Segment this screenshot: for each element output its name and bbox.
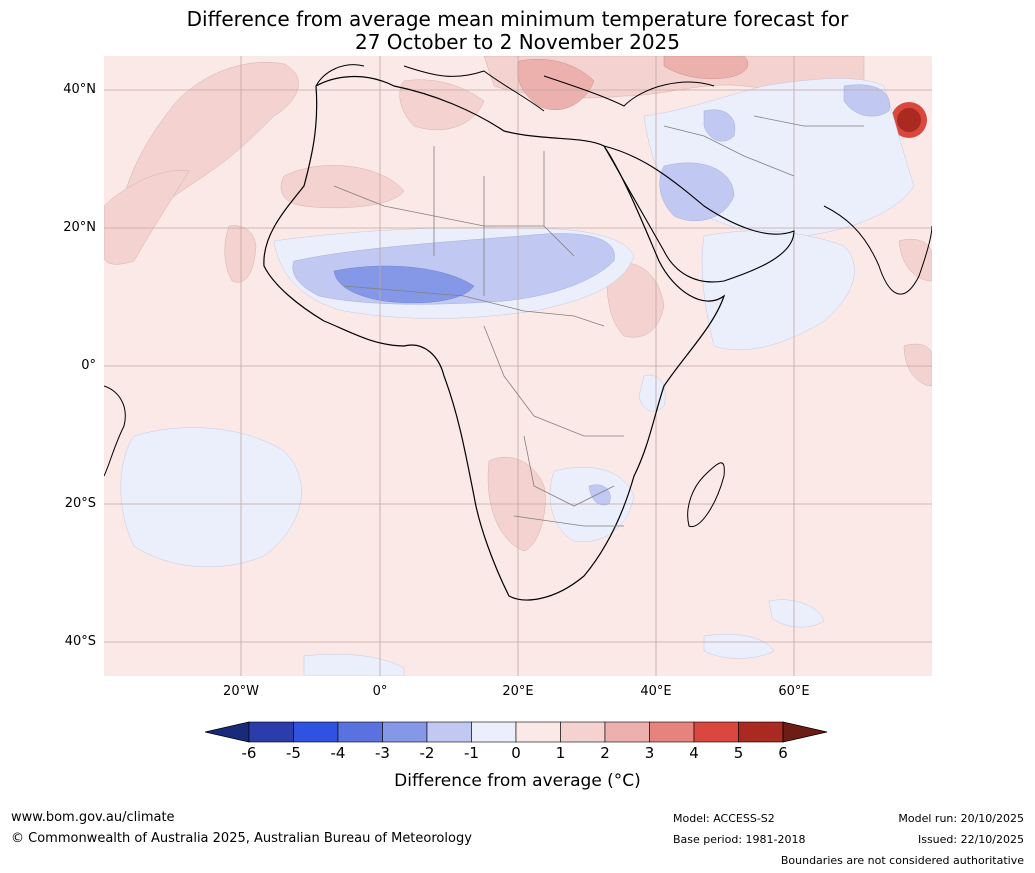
footer-model-run: Model run: 20/10/2025 (898, 812, 1024, 825)
colorbar-cell (649, 721, 695, 743)
cool-region-southern-ocean-east (703, 633, 775, 659)
title-line-2: 27 October to 2 November 2025 (354, 30, 681, 54)
colorbar-cell (337, 721, 383, 743)
lat-label-40s: 40°S (64, 634, 96, 649)
forecast-map (103, 55, 933, 677)
colorbar-tick-label: -5 (286, 744, 301, 762)
lon-label-60e: 60°E (778, 684, 810, 699)
border-middle-east (663, 115, 864, 177)
footer-issued: Issued: 22/10/2025 (917, 833, 1024, 846)
lat-label-0: 0° (81, 358, 96, 373)
south-america-coastline (103, 385, 126, 477)
lon-label-20e: 20°E (502, 684, 534, 699)
lon-label-40e: 40°E (640, 684, 672, 699)
colorbar-tick-label: -3 (375, 744, 390, 762)
colorbar-tick-label: 1 (555, 744, 566, 762)
africa-coastline (263, 76, 726, 601)
colorbar-tick-label: -4 (330, 744, 346, 762)
lat-label-20s: 20°S (64, 496, 96, 511)
border-sahel (343, 285, 605, 327)
colorbar-cell (471, 721, 517, 743)
warm-region-black-sea (663, 55, 749, 79)
colorbar-tick-label: -2 (419, 744, 435, 762)
india-coastline (823, 205, 933, 295)
colorbar-tick-label: -6 (241, 744, 257, 762)
colorbar-cell (426, 721, 472, 743)
colorbar-cell (560, 721, 606, 743)
colorbar-cell (515, 721, 561, 743)
footer-copyright: © Commonwealth of Australia 2025, Austra… (11, 831, 472, 846)
cool-region-saudi-arabia (659, 162, 735, 222)
graticule (104, 56, 932, 676)
footer-disclaimer: Boundaries are not considered authoritat… (780, 854, 1024, 867)
colorbar-arrow-low (205, 721, 250, 743)
colorbar-cell (248, 721, 294, 743)
cool-region-iraq (703, 109, 736, 142)
colorbar-title: Difference from average (°C) (394, 771, 641, 791)
cool-region-kerguelen (768, 599, 825, 628)
cool-region-south-atlantic (120, 427, 302, 568)
warm-region-west-atlantic (103, 170, 190, 265)
lon-label-20w: 20°W (223, 684, 259, 699)
border-central-africa (483, 325, 624, 437)
lat-label-20n: 20°N (63, 220, 96, 235)
warm-region-sahara (280, 165, 405, 209)
colorbar-cell (382, 721, 428, 743)
colorbar-tick-label: 5 (733, 744, 744, 762)
colorbar (205, 721, 828, 743)
hotspot-inner (897, 108, 921, 132)
country-borders (333, 115, 864, 527)
madagascar-coastline (687, 462, 725, 528)
footer-website[interactable]: www.bom.gov.au/climate (11, 810, 175, 825)
colorbar-tick-label: -1 (464, 744, 479, 762)
colorbar-cell (738, 721, 784, 743)
colorbar-cell (604, 721, 650, 743)
colorbar-tick-label: 3 (644, 744, 655, 762)
lat-label-40n: 40°N (63, 82, 96, 97)
colorbar-tick-label: 0 (511, 744, 521, 762)
colorbar-tick-label: 2 (600, 744, 610, 762)
warm-region-cape-verde (224, 225, 257, 283)
colorbar-arrow-high (782, 721, 828, 743)
europe-coastline (315, 64, 715, 112)
cool-region-afghanistan (843, 84, 890, 117)
footer-model: Model: ACCESS-S2 (673, 812, 775, 825)
map-svg (103, 55, 933, 677)
footer-base-period: Base period: 1981-2018 (673, 833, 806, 846)
map-title: Difference from average mean minimum tem… (0, 8, 1035, 54)
colorbar-cells (205, 721, 828, 743)
warm-anomaly-strong (517, 55, 749, 110)
cool-region-arabian-sea (701, 230, 855, 351)
colorbar-tick-label: 6 (778, 744, 788, 762)
title-line-1: Difference from average mean minimum tem… (186, 7, 849, 31)
border-southern-africa (513, 435, 624, 527)
border-north-africa (433, 146, 575, 296)
arabia-coastline (602, 145, 795, 283)
warm-region-east-africa (606, 262, 665, 338)
colorbar-cell (693, 721, 739, 743)
colorbar-tick-label: 4 (689, 744, 699, 762)
colorbar-cell (293, 721, 339, 743)
cool-region-southern-ocean (303, 653, 405, 677)
lon-label-0: 0° (372, 684, 388, 699)
